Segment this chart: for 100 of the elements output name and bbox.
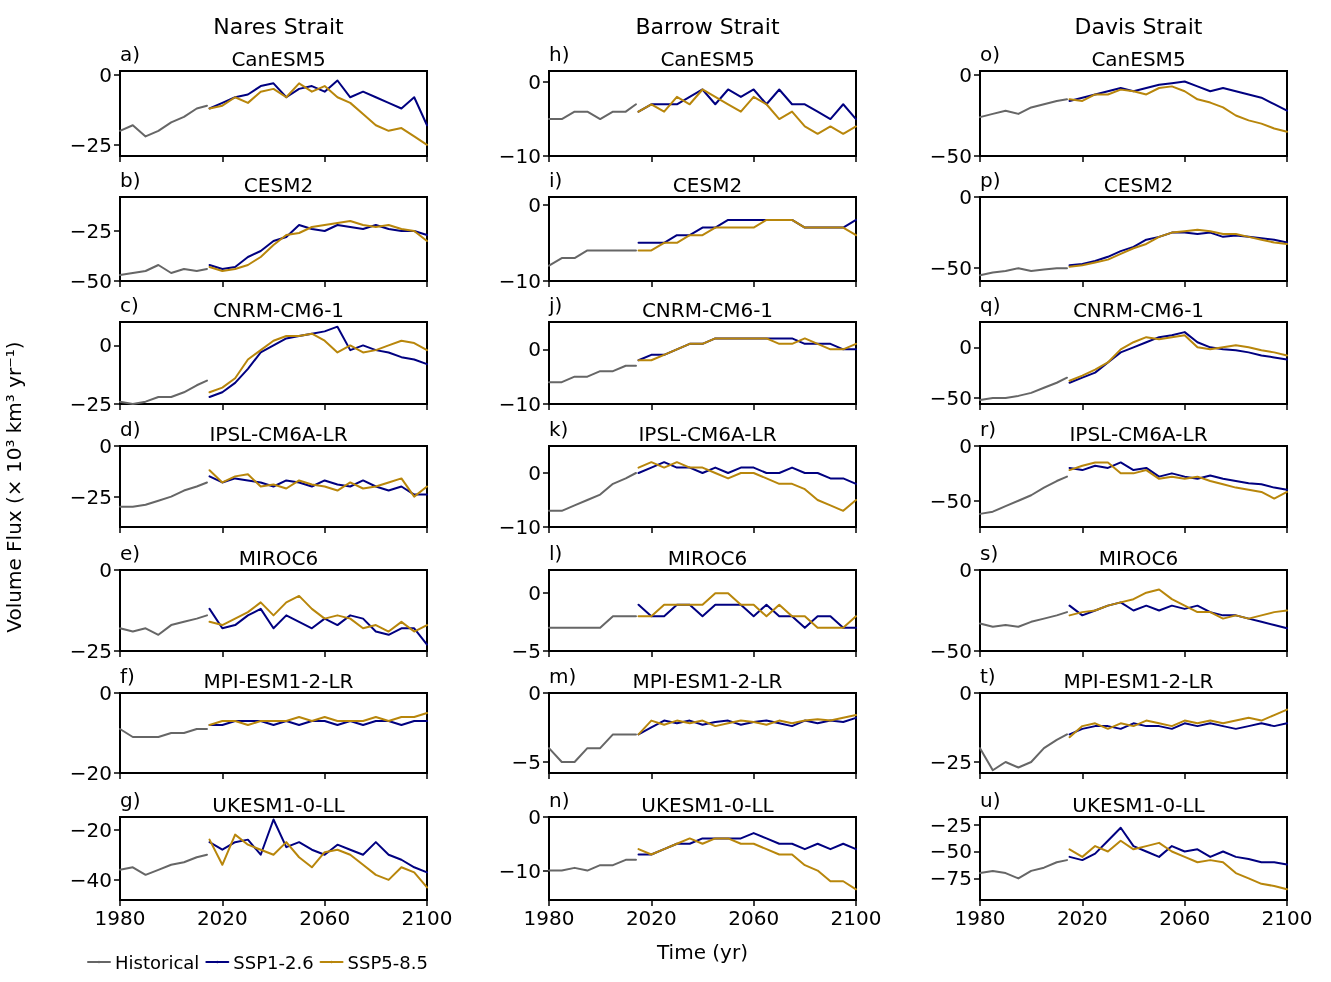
- x-tick-label: 2020: [625, 906, 677, 930]
- chart-title: CESM2: [243, 173, 314, 197]
- chart-subtitle: Davis Strait: [1074, 13, 1203, 39]
- legend-label: SSP1-2.6: [233, 951, 314, 973]
- x-axis-title: Time (yr): [656, 940, 748, 964]
- chart-title: UKESM1-0-LL: [1072, 793, 1206, 817]
- y-tick-label: 0: [99, 62, 112, 87]
- y-tick-label: 0: [99, 333, 112, 358]
- text: l): [549, 541, 563, 565]
- chart-title: MIROC6: [667, 546, 748, 570]
- line-series: [979, 859, 1068, 880]
- y-tick-label: 0: [528, 337, 541, 362]
- chart-title: IPSL-CM6A-LR: [209, 422, 348, 446]
- line-series: [119, 853, 208, 876]
- line-series: [1068, 826, 1288, 866]
- y-tick-label: 0: [959, 63, 972, 88]
- line-series: [548, 858, 637, 872]
- text: k): [549, 417, 569, 441]
- x-tick-label: 2100: [1261, 906, 1313, 930]
- y-tick-label: −40: [69, 867, 112, 892]
- line-series: [119, 264, 208, 276]
- y-tick-label: 0: [959, 185, 972, 209]
- y-tick-label: 0: [528, 192, 541, 217]
- text: h): [549, 42, 570, 66]
- y-tick-label: −5: [511, 639, 541, 663]
- y-tick-label: 0: [528, 461, 541, 485]
- text: j): [548, 293, 563, 317]
- y-tick-label: −25: [69, 484, 112, 509]
- text: m): [549, 664, 577, 688]
- y-tick-label: 0: [959, 335, 972, 360]
- y-tick-label: −25: [69, 132, 112, 157]
- line-series: [208, 594, 428, 633]
- y-tick-label: −50: [929, 839, 972, 864]
- y-tick-label: −50: [929, 144, 972, 168]
- line-series: [1068, 588, 1288, 620]
- y-tick-label: −10: [498, 269, 541, 293]
- line-series: [119, 481, 208, 508]
- line-series: [637, 337, 857, 362]
- y-tick-label: −20: [69, 817, 112, 842]
- legend-label: SSP5-8.5: [347, 951, 428, 973]
- chart-title: CESM2: [1103, 173, 1174, 197]
- text: s): [980, 541, 999, 565]
- line-series: [119, 104, 208, 138]
- chart-title: UKESM1-0-LL: [212, 793, 346, 817]
- line-series: [1068, 722, 1288, 736]
- chart-subtitle: Barrow Strait: [635, 13, 780, 39]
- text: i): [549, 168, 563, 192]
- line-series: [979, 98, 1068, 119]
- chart-subtitle: Nares Strait: [213, 13, 345, 39]
- text: r): [980, 417, 997, 441]
- y-tick-label: 0: [959, 434, 972, 458]
- line-series: [208, 332, 428, 394]
- line-series: [119, 379, 208, 405]
- chart-title: CanESM5: [660, 47, 755, 71]
- chart-title: MIROC6: [1098, 546, 1179, 570]
- y-tick-label: −50: [929, 256, 972, 281]
- y-tick-label: −75: [929, 866, 972, 891]
- y-tick-label: 0: [99, 558, 112, 582]
- line-series: [979, 611, 1068, 628]
- chart-title: MIROC6: [238, 546, 319, 570]
- chart-title: CNRM-CM6-1: [212, 298, 345, 322]
- chart-title: CanESM5: [231, 47, 326, 71]
- text: d): [120, 417, 141, 441]
- line-series: [637, 592, 857, 629]
- text: q): [980, 293, 1001, 317]
- text: g): [120, 788, 141, 812]
- line-series: [979, 475, 1068, 515]
- line-series: [208, 818, 428, 874]
- text: f): [120, 664, 135, 688]
- text: u): [980, 788, 1001, 812]
- text: p): [980, 168, 1001, 192]
- x-tick-label: 2060: [299, 906, 351, 930]
- y-tick-label: −25: [69, 392, 112, 416]
- y-tick-label: −10: [498, 515, 541, 539]
- text: n): [549, 788, 570, 812]
- line-series: [1068, 708, 1288, 739]
- y-tick-label: 0: [959, 681, 972, 705]
- text: c): [120, 293, 139, 317]
- y-tick-label: −50: [929, 488, 972, 513]
- line-series: [548, 364, 637, 384]
- line-series: [208, 469, 428, 498]
- y-axis-title: Volume Flux (× 10³ km³ yr⁻¹): [2, 340, 26, 633]
- chart-title: CNRM-CM6-1: [641, 298, 774, 322]
- y-tick-label: −25: [69, 639, 112, 663]
- x-tick-label: 2060: [1159, 906, 1211, 930]
- line-series: [637, 461, 857, 512]
- y-tick-label: 0: [528, 581, 541, 606]
- text: e): [120, 541, 141, 565]
- chart-title: CNRM-CM6-1: [1072, 298, 1205, 322]
- line-series: [208, 833, 428, 889]
- chart-title: CESM2: [672, 173, 743, 197]
- y-tick-label: −50: [929, 385, 972, 410]
- line-series: [637, 837, 857, 891]
- line-series: [1068, 461, 1288, 500]
- x-tick-label: 2100: [401, 906, 453, 930]
- line-series: [208, 475, 428, 496]
- x-tick-label: 2060: [728, 906, 780, 930]
- x-tick-label: 2100: [830, 906, 882, 930]
- line-series: [208, 607, 428, 646]
- y-tick-label: −10: [498, 858, 541, 883]
